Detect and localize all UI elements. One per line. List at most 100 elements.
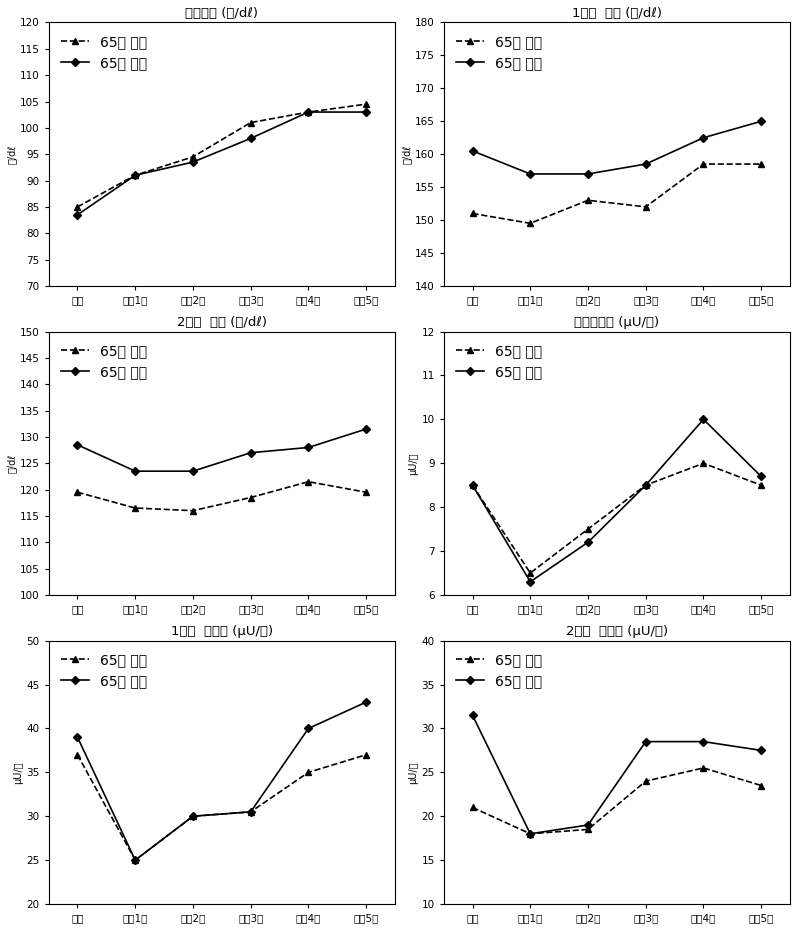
Line: 65세 이상: 65세 이상 (469, 118, 764, 177)
Line: 65세 이상: 65세 이상 (75, 426, 369, 474)
65세 미만 (304, 766, 313, 777)
Line: 65세 미만: 65세 미만 (469, 161, 764, 227)
65세 미만 (246, 492, 256, 503)
65세 미만 (525, 567, 535, 578)
Legend: 65세 미만, 65세 이상: 65세 미만, 65세 이상 (56, 647, 153, 694)
Title: 공복혈당 (㎎/dℓ): 공복혈당 (㎎/dℓ) (186, 7, 258, 20)
Legend: 65세 미만, 65세 이상: 65세 미만, 65세 이상 (450, 339, 548, 385)
Title: 공복인슐린 (μU/㎖): 공복인슐린 (μU/㎖) (575, 316, 659, 329)
Legend: 65세 미만, 65세 이상: 65세 미만, 65세 이상 (450, 30, 548, 75)
Line: 65세 이상: 65세 이상 (469, 417, 764, 585)
Line: 65세 미만: 65세 미만 (74, 478, 370, 514)
65세 미만 (699, 763, 709, 774)
65세 미만 (246, 806, 256, 817)
65세 미만 (188, 505, 198, 516)
65세 이상 (641, 480, 650, 491)
65세 미만 (756, 158, 766, 169)
Legend: 65세 미만, 65세 이상: 65세 미만, 65세 이상 (450, 647, 548, 694)
65세 이상 (361, 423, 371, 434)
65세 이상 (73, 732, 82, 743)
65세 이상 (73, 209, 82, 220)
Y-axis label: μU/㎖: μU/㎖ (409, 452, 418, 474)
Line: 65세 미만: 65세 미만 (469, 764, 764, 837)
65세 이상 (246, 447, 256, 458)
65세 미만 (525, 829, 535, 840)
65세 미만 (73, 750, 82, 761)
65세 이상 (756, 471, 766, 482)
65세 미만 (468, 208, 477, 219)
Y-axis label: μU/㎖: μU/㎖ (409, 761, 418, 784)
65세 이상 (525, 168, 535, 179)
65세 이상 (583, 819, 593, 830)
65세 미만 (188, 811, 198, 822)
65세 이상 (468, 710, 477, 721)
65세 미만 (73, 486, 82, 498)
Line: 65세 이상: 65세 이상 (75, 699, 369, 863)
65세 이상 (304, 723, 313, 734)
Line: 65세 미만: 65세 미만 (74, 100, 370, 210)
65세 미만 (73, 201, 82, 212)
65세 미만 (468, 480, 477, 491)
Y-axis label: ㎎/dℓ: ㎎/dℓ (7, 144, 17, 164)
Y-axis label: μU/㎖: μU/㎖ (14, 761, 24, 784)
65세 이상 (641, 158, 650, 169)
Line: 65세 이상: 65세 이상 (75, 109, 369, 218)
Title: 2시간  인슐린 (μU/㎖): 2시간 인슐린 (μU/㎖) (566, 625, 668, 638)
65세 미만 (304, 476, 313, 487)
65세 이상 (188, 466, 198, 477)
65세 이상 (583, 168, 593, 179)
65세 미만 (756, 480, 766, 491)
65세 이상 (73, 439, 82, 450)
65세 미만 (583, 824, 593, 835)
65세 이상 (246, 133, 256, 144)
65세 미만 (131, 502, 140, 513)
65세 이상 (699, 736, 709, 747)
Y-axis label: ㎎/dℓ: ㎎/dℓ (7, 454, 17, 472)
65세 미만 (131, 169, 140, 180)
65세 이상 (361, 697, 371, 708)
65세 이상 (361, 106, 371, 117)
65세 이상 (246, 806, 256, 817)
65세 이상 (188, 811, 198, 822)
65세 이상 (131, 466, 140, 477)
65세 이상 (756, 745, 766, 756)
65세 이상 (188, 156, 198, 167)
65세 이상 (468, 480, 477, 491)
Title: 1시간  인슐린 (μU/㎖): 1시간 인슐린 (μU/㎖) (171, 625, 273, 638)
Line: 65세 이상: 65세 이상 (469, 712, 764, 837)
65세 미만 (304, 106, 313, 117)
Legend: 65세 미만, 65세 이상: 65세 미만, 65세 이상 (56, 30, 153, 75)
65세 미만 (756, 780, 766, 791)
65세 미만 (468, 802, 477, 813)
65세 이상 (756, 115, 766, 126)
65세 미만 (641, 776, 650, 787)
65세 이상 (525, 829, 535, 840)
65세 이상 (525, 577, 535, 588)
65세 이상 (641, 736, 650, 747)
65세 이상 (699, 414, 709, 425)
65세 미만 (699, 458, 709, 469)
65세 미만 (246, 117, 256, 128)
65세 이상 (304, 442, 313, 453)
65세 미만 (361, 99, 371, 110)
Title: 1시간  혈당 (㎎/dℓ): 1시간 혈당 (㎎/dℓ) (572, 7, 662, 20)
65세 미만 (641, 201, 650, 212)
65세 이상 (131, 169, 140, 180)
65세 미만 (131, 855, 140, 866)
65세 이상 (583, 537, 593, 548)
65세 이상 (131, 855, 140, 866)
65세 이상 (304, 106, 313, 117)
65세 미만 (188, 152, 198, 163)
65세 미만 (699, 158, 709, 169)
65세 이상 (699, 132, 709, 143)
65세 이상 (468, 145, 477, 156)
65세 미만 (525, 218, 535, 229)
65세 미만 (361, 486, 371, 498)
65세 미만 (361, 750, 371, 761)
65세 미만 (583, 524, 593, 535)
65세 미만 (641, 480, 650, 491)
Line: 65세 미만: 65세 미만 (74, 751, 370, 864)
Line: 65세 미만: 65세 미만 (469, 459, 764, 577)
Title: 2시간  혈당 (㎎/dℓ): 2시간 혈당 (㎎/dℓ) (177, 316, 267, 329)
Legend: 65세 미만, 65세 이상: 65세 미만, 65세 이상 (56, 339, 153, 385)
